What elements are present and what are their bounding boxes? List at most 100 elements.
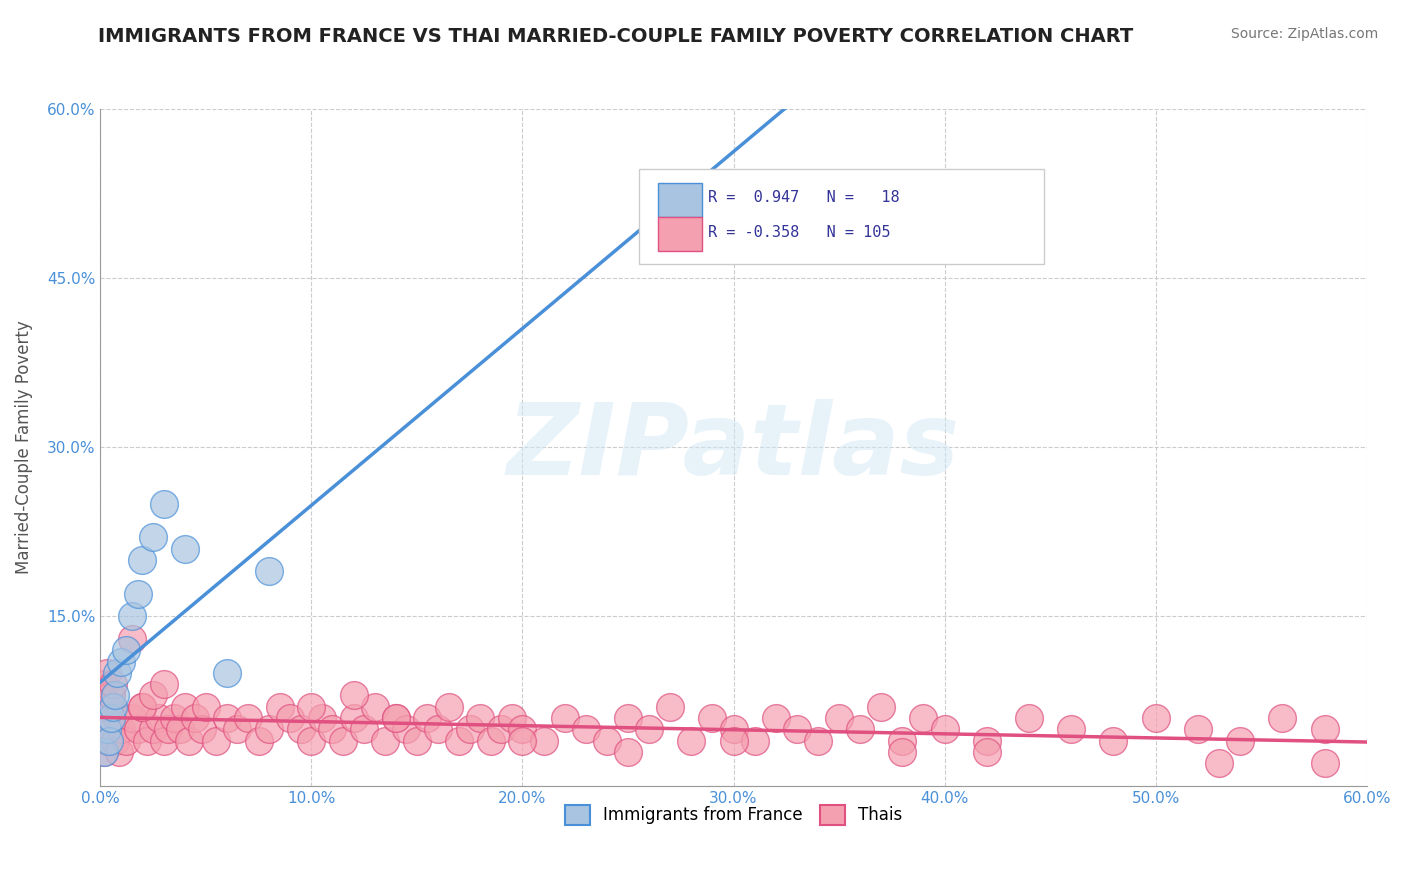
Point — [1187, 723, 1209, 737]
Point — [101, 699, 124, 714]
Point — [533, 733, 555, 747]
Text: ZIPatlas: ZIPatlas — [508, 399, 960, 496]
Text: R = -0.358   N = 105: R = -0.358 N = 105 — [709, 225, 890, 240]
Point — [105, 711, 128, 725]
Text: IMMIGRANTS FROM FRANCE VS THAI MARRIED-COUPLE FAMILY POVERTY CORRELATION CHART: IMMIGRANTS FROM FRANCE VS THAI MARRIED-C… — [98, 27, 1133, 45]
Point — [449, 733, 471, 747]
Point — [142, 531, 165, 545]
Point — [934, 723, 956, 737]
Point — [215, 711, 238, 725]
Point — [617, 745, 640, 759]
Point — [479, 733, 502, 747]
Point — [156, 723, 179, 737]
Point — [121, 711, 143, 725]
Point — [100, 689, 122, 703]
Point — [765, 711, 787, 725]
Point — [247, 733, 270, 747]
Point — [976, 733, 998, 747]
Point — [91, 689, 114, 703]
Point — [131, 699, 153, 714]
Point — [93, 677, 115, 691]
Point — [97, 733, 120, 747]
Point — [135, 733, 157, 747]
Point — [702, 711, 724, 725]
Point — [976, 745, 998, 759]
Point — [152, 677, 174, 691]
Point — [163, 711, 186, 725]
Point — [236, 711, 259, 725]
Point — [723, 723, 745, 737]
Point — [342, 689, 364, 703]
Point — [681, 237, 703, 252]
Point — [512, 723, 534, 737]
Point — [491, 723, 513, 737]
Point — [278, 711, 301, 725]
Point — [100, 711, 122, 725]
Point — [659, 699, 682, 714]
Point — [596, 733, 619, 747]
Point — [681, 733, 703, 747]
Point — [104, 689, 127, 703]
Point — [311, 711, 333, 725]
Point — [828, 711, 851, 725]
Point — [786, 723, 808, 737]
Point — [152, 733, 174, 747]
Point — [173, 541, 195, 556]
Point — [169, 723, 191, 737]
Point — [127, 587, 149, 601]
Point — [96, 733, 118, 747]
Point — [114, 733, 136, 747]
Point — [405, 733, 427, 747]
Point — [100, 723, 122, 737]
Point — [1229, 733, 1251, 747]
Point — [501, 711, 523, 725]
Legend: Immigrants from France, Thais: Immigrants from France, Thais — [558, 798, 908, 831]
Point — [142, 723, 165, 737]
Point — [110, 655, 132, 669]
Point — [93, 745, 115, 759]
Point — [723, 733, 745, 747]
Point — [91, 723, 114, 737]
FancyBboxPatch shape — [658, 183, 702, 217]
Point — [131, 699, 153, 714]
Point — [114, 643, 136, 657]
Point — [1144, 711, 1167, 725]
Point — [374, 733, 396, 747]
Point — [437, 699, 460, 714]
Point — [1060, 723, 1083, 737]
Point — [1102, 733, 1125, 747]
Point — [101, 699, 124, 714]
Point — [152, 497, 174, 511]
Point — [127, 723, 149, 737]
Point — [269, 699, 291, 714]
Point — [121, 609, 143, 624]
Point — [912, 711, 935, 725]
Point — [807, 733, 830, 747]
FancyBboxPatch shape — [638, 169, 1043, 264]
Point — [554, 711, 576, 725]
Point — [110, 723, 132, 737]
Point — [849, 723, 872, 737]
Text: Source: ZipAtlas.com: Source: ZipAtlas.com — [1230, 27, 1378, 41]
Point — [104, 733, 127, 747]
Point — [142, 689, 165, 703]
Point — [321, 723, 343, 737]
Point — [131, 553, 153, 567]
Point — [173, 699, 195, 714]
Point — [617, 711, 640, 725]
Point — [97, 699, 120, 714]
Point — [1208, 756, 1230, 771]
Point — [353, 723, 375, 737]
Point — [121, 632, 143, 646]
Point — [257, 723, 280, 737]
Point — [194, 699, 217, 714]
Point — [891, 733, 914, 747]
Point — [93, 745, 115, 759]
Point — [226, 723, 249, 737]
Point — [744, 733, 766, 747]
Point — [177, 733, 200, 747]
Point — [190, 723, 212, 737]
Point — [299, 699, 322, 714]
Point — [638, 723, 661, 737]
Point — [332, 733, 354, 747]
